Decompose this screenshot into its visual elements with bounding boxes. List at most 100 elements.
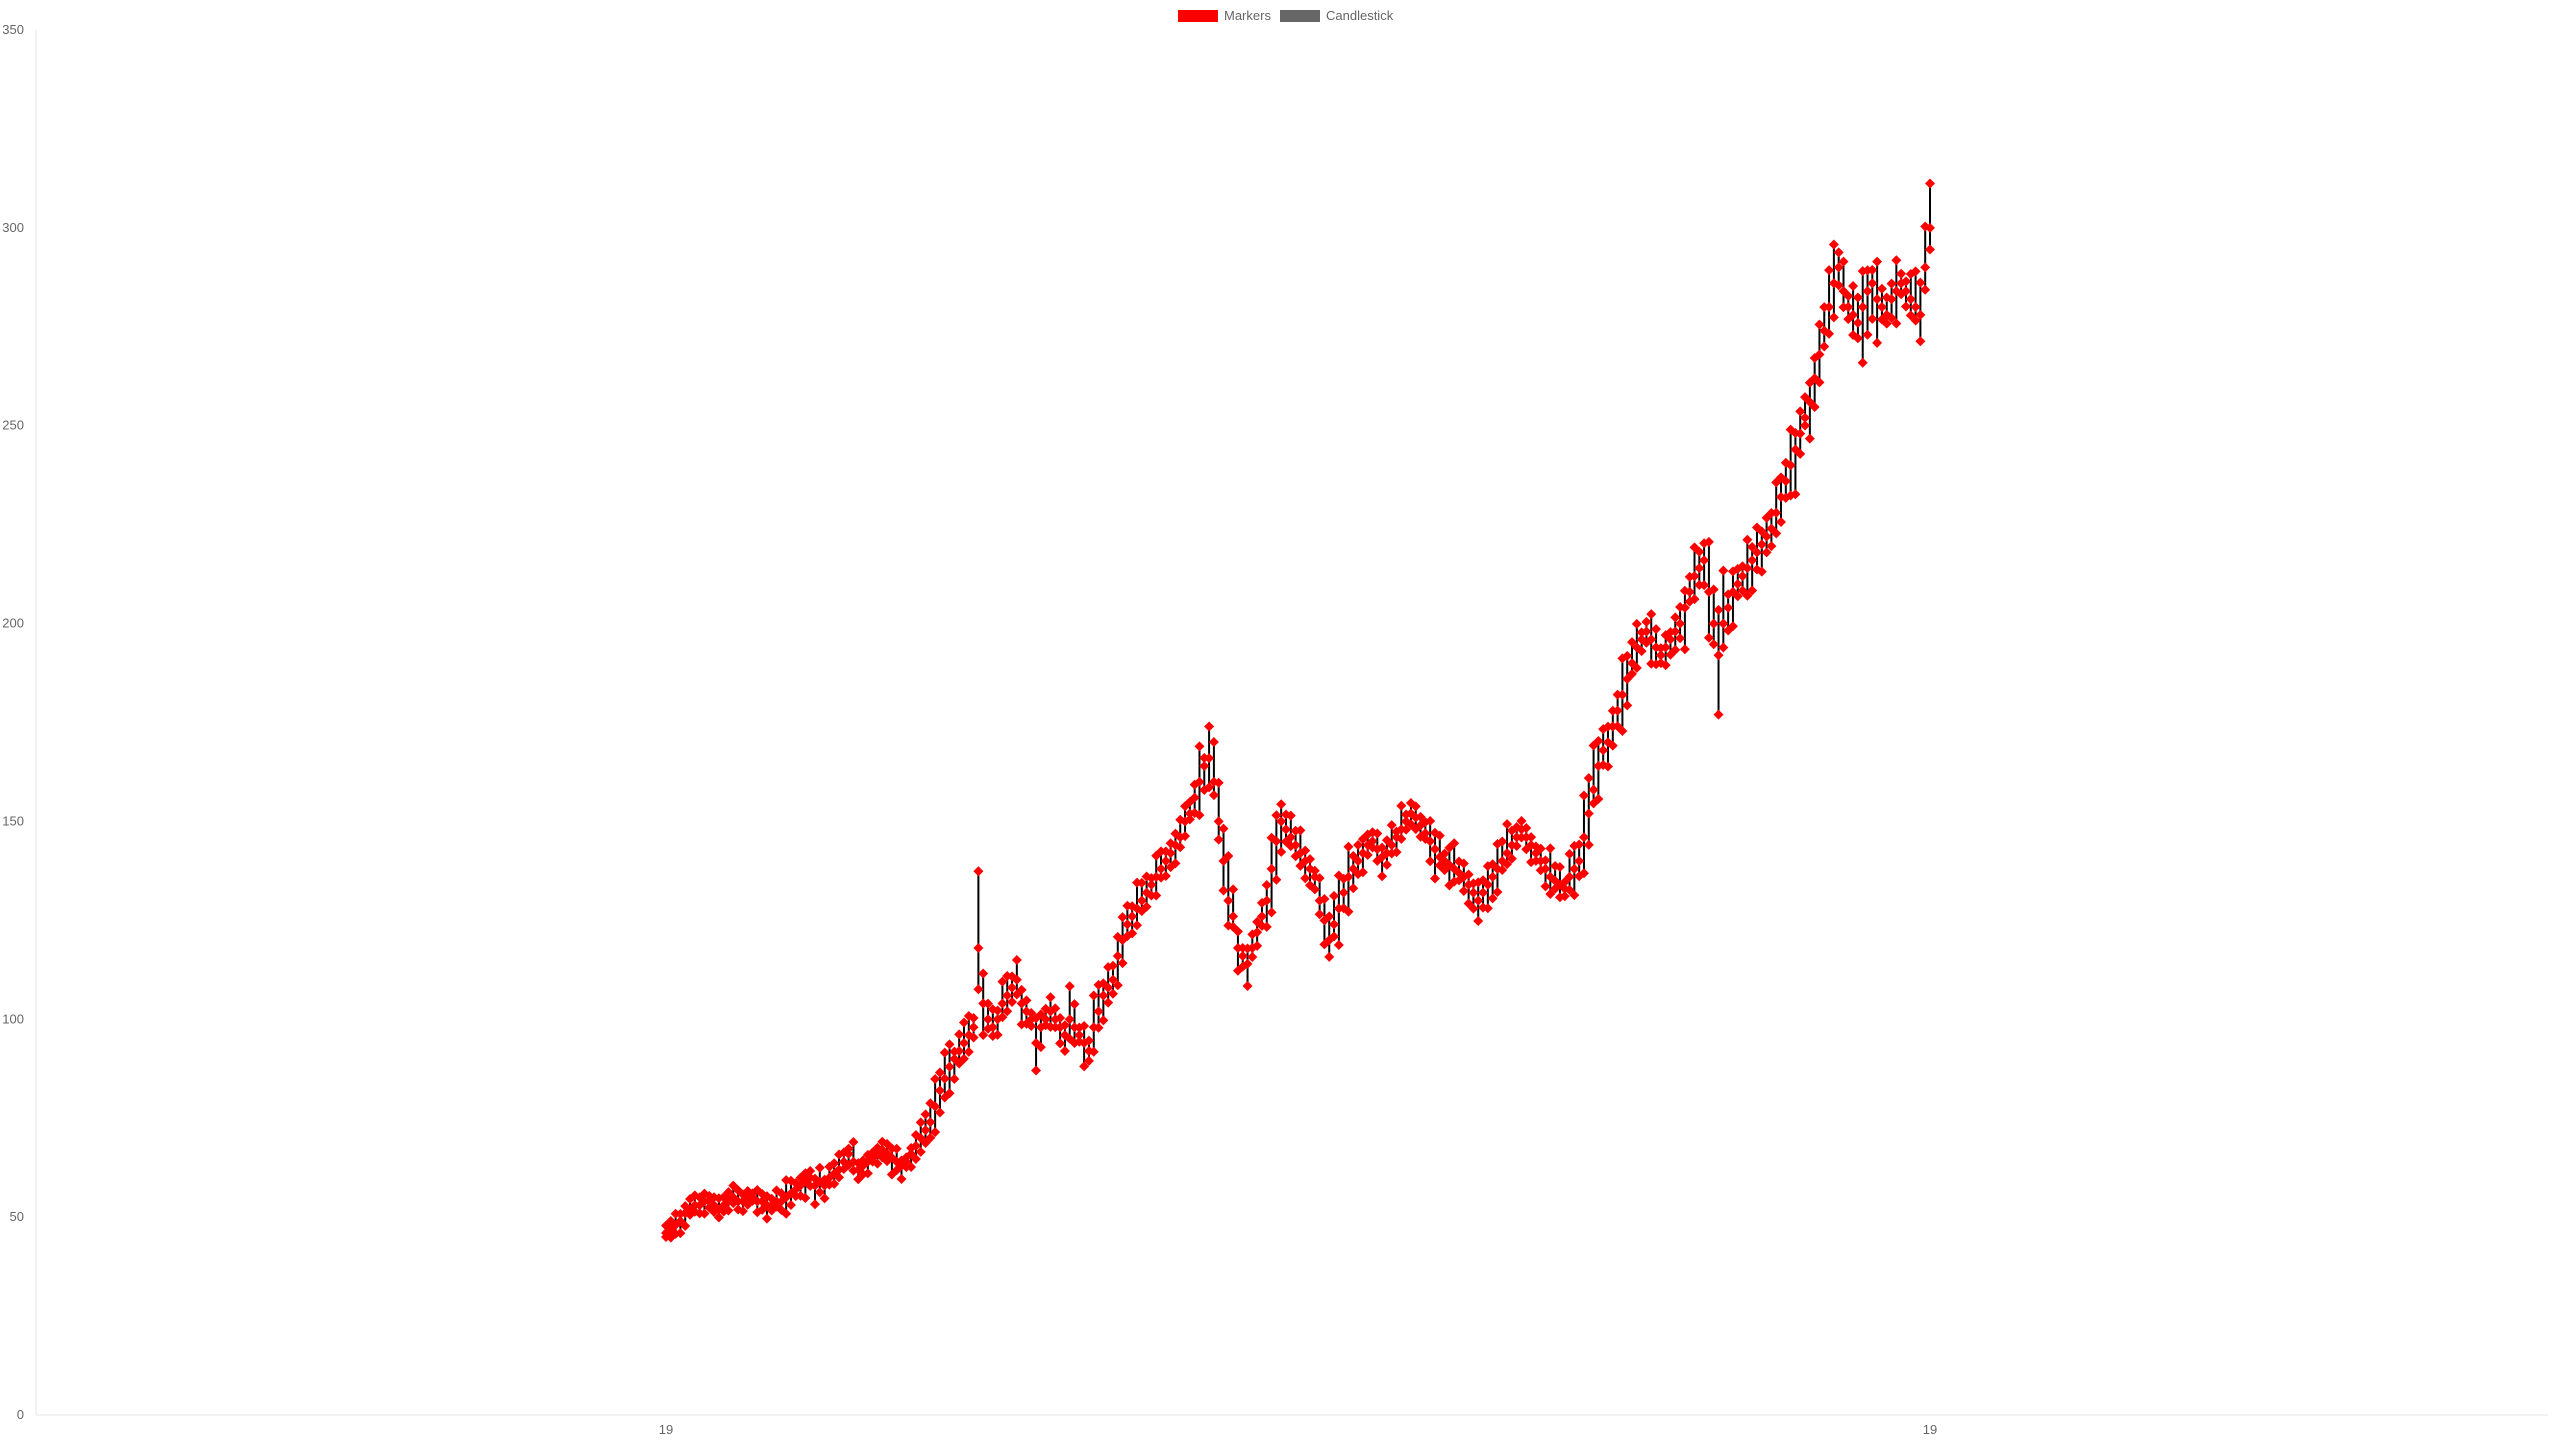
marker-point[interactable] [1703,536,1714,547]
marker-point[interactable] [1925,178,1935,189]
marker-point[interactable] [1107,974,1118,985]
marker-point[interactable] [1737,571,1748,582]
marker-point[interactable] [1876,283,1887,294]
marker-point[interactable] [1136,895,1147,906]
marker-point[interactable] [1333,940,1344,951]
marker-point[interactable] [1127,911,1138,922]
marker-point[interactable] [1718,618,1729,629]
marker-point[interactable] [1872,294,1883,305]
marker-point[interactable] [1766,541,1777,552]
marker-point[interactable] [1285,832,1296,843]
marker-point[interactable] [1665,634,1676,645]
marker-point[interactable] [1271,874,1282,885]
marker-point[interactable] [1886,294,1897,305]
marker-point[interactable] [1252,940,1263,951]
marker-point[interactable] [1569,890,1580,901]
marker-point[interactable] [1156,863,1167,874]
marker-point[interactable] [1007,996,1018,1007]
marker-point[interactable] [944,1088,955,1099]
marker-point[interactable] [1612,705,1623,716]
marker-point[interactable] [1228,884,1239,895]
marker-point[interactable] [1478,887,1489,898]
marker-point[interactable] [1329,890,1340,901]
marker-point[interactable] [1497,864,1508,875]
marker-point[interactable] [723,1187,734,1198]
marker-point[interactable] [1593,736,1604,747]
marker-point[interactable] [1449,838,1460,849]
marker-point[interactable] [1256,911,1267,922]
marker-point[interactable] [1237,950,1248,961]
marker-point[interactable] [1915,309,1926,320]
marker-point[interactable] [1867,265,1878,276]
marker-point[interactable] [1670,612,1681,623]
marker-point[interactable] [973,866,984,877]
marker-point[interactable] [1035,1042,1046,1053]
marker-point[interactable] [1646,609,1657,620]
marker-point[interactable] [1747,555,1758,566]
marker-point[interactable] [1487,893,1498,904]
marker-point[interactable] [1881,318,1892,329]
marker-point[interactable] [1723,602,1734,613]
marker-point[interactable] [1218,823,1229,834]
marker-point[interactable] [1386,820,1397,831]
marker-point[interactable] [1107,988,1118,999]
marker-point[interactable] [1891,318,1902,329]
marker-point[interactable] [1232,926,1243,937]
marker-point[interactable] [1761,531,1772,542]
marker-point[interactable] [1843,290,1854,301]
marker-point[interactable] [1800,412,1811,423]
marker-point[interactable] [1184,814,1195,825]
marker-point[interactable] [1300,873,1311,884]
marker-point[interactable] [1771,507,1782,518]
marker-point[interactable] [1189,792,1200,803]
marker-point[interactable] [1886,312,1897,323]
marker-point[interactable] [1516,815,1527,826]
marker-point[interactable] [1776,516,1787,527]
marker-point[interactable] [968,1022,979,1033]
marker-point[interactable] [896,1174,907,1185]
marker-point[interactable] [1329,919,1340,930]
marker-point[interactable] [1843,302,1854,312]
marker-point[interactable] [1007,982,1018,993]
marker-point[interactable] [1905,294,1916,305]
marker-point[interactable] [1223,895,1234,906]
marker-point[interactable] [1900,301,1911,312]
marker-point[interactable] [1886,278,1897,289]
marker-point[interactable] [1016,984,1027,995]
marker-point[interactable] [1833,262,1844,273]
marker-point[interactable] [1732,579,1743,589]
marker-point[interactable] [1828,312,1839,323]
marker-point[interactable] [1588,784,1599,795]
marker-point[interactable] [1506,853,1517,864]
marker-point[interactable] [1093,1006,1104,1017]
marker-point[interactable] [1848,280,1859,291]
marker-point[interactable] [987,1022,998,1033]
marker-point[interactable] [1319,893,1330,904]
marker-point[interactable] [1348,883,1359,894]
marker-point[interactable] [963,1046,974,1057]
marker-point[interactable] [1223,851,1234,862]
marker-point[interactable] [1814,319,1825,330]
marker-point[interactable] [1502,848,1513,859]
marker-point[interactable] [1920,262,1931,273]
marker-point[interactable] [829,1158,840,1169]
marker-point[interactable] [680,1221,691,1232]
marker-point[interactable] [1151,890,1162,901]
marker-point[interactable] [1915,336,1926,347]
marker-point[interactable] [1756,539,1767,550]
marker-point[interactable] [939,1073,950,1084]
marker-point[interactable] [1660,642,1671,653]
marker-point[interactable] [1492,887,1503,898]
marker-point[interactable] [1742,590,1753,601]
marker-point[interactable] [1756,526,1767,537]
marker-point[interactable] [1415,811,1426,822]
marker-point[interactable] [1362,850,1373,861]
marker-point[interactable] [1064,1014,1075,1025]
marker-point[interactable] [1271,810,1282,821]
marker-point[interactable] [723,1205,734,1216]
marker-point[interactable] [1646,634,1657,645]
marker-point[interactable] [1228,911,1239,922]
marker-point[interactable] [1204,721,1215,732]
marker-point[interactable] [1583,839,1594,850]
marker-point[interactable] [1795,406,1806,417]
